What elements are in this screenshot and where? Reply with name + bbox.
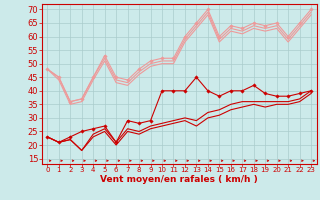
X-axis label: Vent moyen/en rafales ( km/h ): Vent moyen/en rafales ( km/h ) xyxy=(100,175,258,184)
